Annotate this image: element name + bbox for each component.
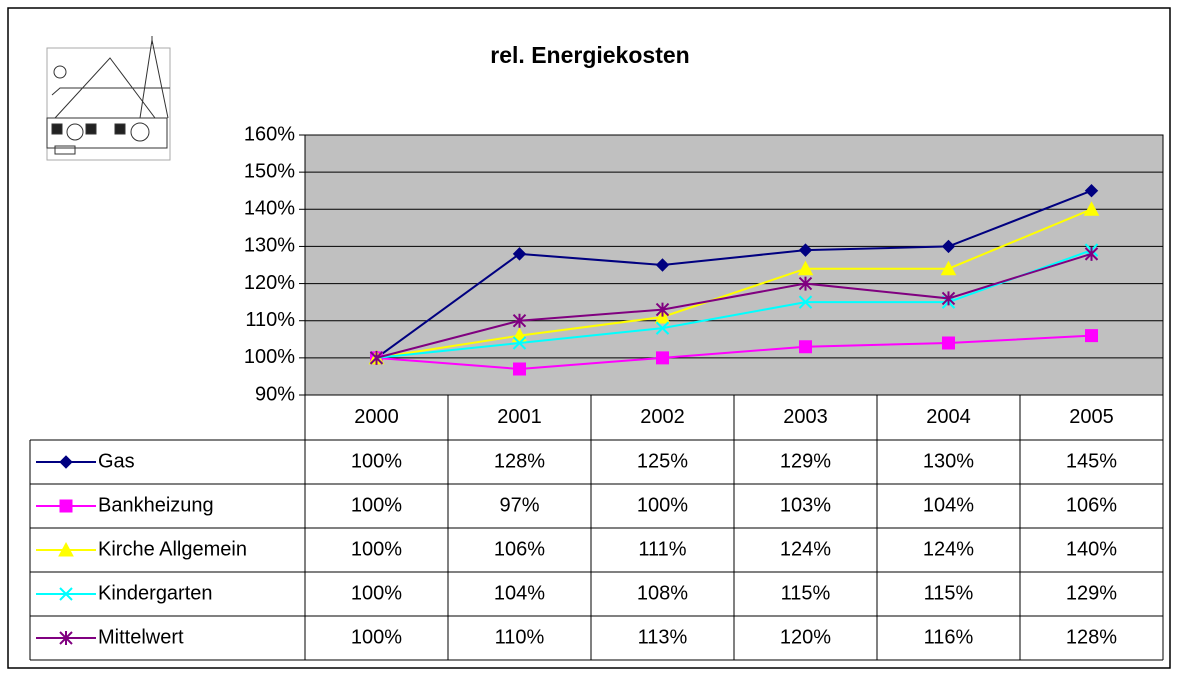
chart-title: rel. Energiekosten xyxy=(490,42,689,68)
table-cell: 100% xyxy=(351,494,402,516)
table-cell: 115% xyxy=(924,582,974,604)
table-cell: 104% xyxy=(923,494,974,516)
y-tick-label: 110% xyxy=(245,309,295,331)
y-tick-label: 100% xyxy=(244,346,295,368)
table-cell: 100% xyxy=(351,582,402,604)
x-tick-label: 2002 xyxy=(640,406,685,428)
point xyxy=(512,247,527,261)
table-cell: 113% xyxy=(638,626,688,648)
table-cell: 115% xyxy=(781,582,831,604)
point xyxy=(799,340,812,354)
table-cell: 130% xyxy=(923,450,974,472)
point xyxy=(940,260,957,276)
series-line xyxy=(376,252,1092,359)
table-cell: 104% xyxy=(494,582,545,604)
table-cell: 108% xyxy=(637,582,688,604)
point xyxy=(942,336,955,350)
point xyxy=(941,291,956,306)
table-cell: 145% xyxy=(1066,450,1117,472)
table-cell: 100% xyxy=(351,450,402,472)
table-cell: 125% xyxy=(637,450,688,472)
logo xyxy=(46,36,171,161)
series-line xyxy=(376,249,1092,359)
x-tick-label: 2005 xyxy=(1069,406,1114,428)
point xyxy=(512,336,527,350)
table-cell: 124% xyxy=(780,538,831,560)
table-cell: 129% xyxy=(780,450,831,472)
point xyxy=(1084,184,1099,198)
table-cell: 129% xyxy=(1066,582,1117,604)
point xyxy=(369,350,384,365)
legend-label: Kirche Allgemein xyxy=(98,538,247,560)
table-cell: 111% xyxy=(638,538,686,560)
point xyxy=(797,260,814,276)
legend-marker xyxy=(59,631,73,645)
y-tick-label: 160% xyxy=(244,123,295,145)
point xyxy=(798,295,813,309)
point xyxy=(798,243,813,257)
table-cell: 116% xyxy=(924,626,974,648)
point xyxy=(655,258,670,272)
y-tick-label: 120% xyxy=(244,272,295,294)
legend-marker xyxy=(58,541,74,557)
table-cell: 128% xyxy=(1066,626,1117,648)
point xyxy=(798,276,813,291)
legend-label: Kindergarten xyxy=(98,582,213,604)
y-tick-label: 130% xyxy=(244,235,295,257)
point xyxy=(512,313,527,328)
series-line xyxy=(375,189,1092,359)
y-tick-label: 90% xyxy=(255,383,295,405)
legend-label: Bankheizung xyxy=(98,494,214,516)
point xyxy=(1083,201,1100,216)
legend-marker xyxy=(59,499,73,513)
point xyxy=(513,362,526,376)
legend-label: Gas xyxy=(98,450,135,472)
table-cell: 106% xyxy=(1066,494,1117,516)
series-line xyxy=(376,334,1092,371)
x-tick-label: 2003 xyxy=(783,406,828,428)
point xyxy=(655,302,670,317)
table-cell: 100% xyxy=(351,626,402,648)
table-cell: 124% xyxy=(923,538,974,560)
legend-label: Mittelwert xyxy=(98,626,184,648)
table-cell: 106% xyxy=(494,538,545,560)
plot-area xyxy=(304,134,1164,396)
x-tick-label: 2000 xyxy=(354,406,399,428)
table-cell: 128% xyxy=(494,450,545,472)
point xyxy=(655,321,670,335)
point xyxy=(656,351,669,365)
table-cell: 110% xyxy=(495,626,545,648)
table-cell: 97% xyxy=(499,494,539,516)
point xyxy=(1085,329,1098,343)
series-line xyxy=(376,208,1092,359)
x-tick-label: 2004 xyxy=(926,406,971,428)
y-tick-label: 140% xyxy=(244,198,295,220)
table-cell: 140% xyxy=(1066,538,1117,560)
table-cell: 100% xyxy=(637,494,688,516)
legend-marker xyxy=(59,587,73,601)
point xyxy=(1084,246,1099,261)
table-cell: 100% xyxy=(351,538,402,560)
legend-marker xyxy=(59,455,73,469)
point xyxy=(941,239,956,254)
table-cell: 120% xyxy=(780,626,831,648)
table-cell: 103% xyxy=(780,494,831,516)
x-tick-label: 2001 xyxy=(497,406,542,428)
y-tick-label: 150% xyxy=(244,160,295,182)
